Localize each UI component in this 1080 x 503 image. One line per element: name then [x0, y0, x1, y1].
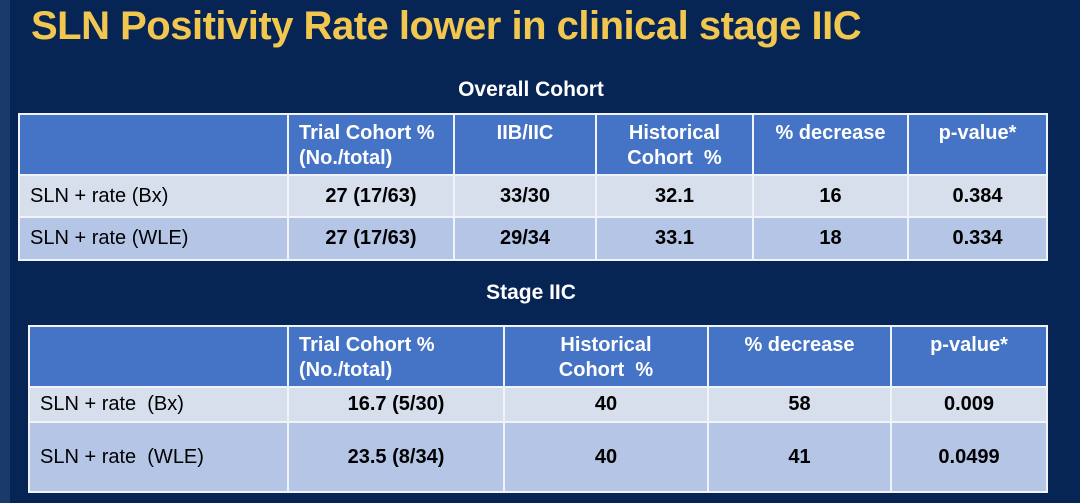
value-cell-percent-decrease: 18	[752, 216, 909, 261]
value-cell-historical: 40	[503, 386, 709, 423]
header-cell-trial-cohort: Trial Cohort % (No./total)	[287, 325, 505, 388]
value-cell-iib-iic: 29/34	[453, 216, 597, 261]
stage-iic-table-header-row: Trial Cohort % (No./total) Historical Co…	[28, 325, 1048, 388]
header-cell-percent-decrease: % decrease	[707, 325, 892, 388]
slide-left-edge	[0, 0, 10, 503]
table-row-sln-bx: SLN + rate (Bx) 27 (17/63) 33/30 32.1 16…	[18, 174, 1048, 218]
stage-iic-caption: Stage IIC	[486, 281, 576, 304]
value-cell-percent-decrease: 16	[752, 174, 909, 218]
row-label-cell: SLN + rate (WLE)	[28, 421, 289, 493]
overall-cohort-table: Trial Cohort % (No./total) IIB/IIC Histo…	[18, 113, 1048, 261]
header-cell-iib-iic: IIB/IIC	[453, 113, 597, 176]
row-label-cell: SLN + rate (WLE)	[18, 216, 289, 261]
value-cell-trial-cohort: 27 (17/63)	[287, 174, 455, 218]
value-cell-trial-cohort: 27 (17/63)	[287, 216, 455, 261]
slide-title: SLN Positivity Rate lower in clinical st…	[31, 4, 862, 48]
overall-table-header-row: Trial Cohort % (No./total) IIB/IIC Histo…	[18, 113, 1048, 176]
value-cell-p-value: 0.384	[907, 174, 1048, 218]
value-cell-historical: 33.1	[595, 216, 754, 261]
overall-cohort-caption: Overall Cohort	[458, 78, 604, 101]
header-cell-percent-decrease: % decrease	[752, 113, 909, 176]
table-row-sln-wle: SLN + rate (WLE) 27 (17/63) 29/34 33.1 1…	[18, 216, 1048, 261]
table-row-sln-bx: SLN + rate (Bx) 16.7 (5/30) 40 58 0.009	[28, 386, 1048, 423]
header-cell-historical-cohort: Historical Cohort %	[595, 113, 754, 176]
value-cell-percent-decrease: 41	[707, 421, 892, 493]
header-cell-historical-cohort: Historical Cohort %	[503, 325, 709, 388]
header-cell-p-value: p-value*	[907, 113, 1048, 176]
stage-iic-table: Trial Cohort % (No./total) Historical Co…	[28, 325, 1048, 493]
value-cell-p-value: 0.009	[890, 386, 1048, 423]
header-cell-empty	[28, 325, 289, 388]
header-cell-p-value: p-value*	[890, 325, 1048, 388]
row-label-cell: SLN + rate (Bx)	[18, 174, 289, 218]
header-cell-trial-cohort: Trial Cohort % (No./total)	[287, 113, 455, 176]
table-row-sln-wle: SLN + rate (WLE) 23.5 (8/34) 40 41 0.049…	[28, 421, 1048, 493]
row-label-cell: SLN + rate (Bx)	[28, 386, 289, 423]
value-cell-p-value: 0.334	[907, 216, 1048, 261]
value-cell-p-value: 0.0499	[890, 421, 1048, 493]
value-cell-trial-cohort: 23.5 (8/34)	[287, 421, 505, 493]
value-cell-historical: 40	[503, 421, 709, 493]
value-cell-iib-iic: 33/30	[453, 174, 597, 218]
value-cell-percent-decrease: 58	[707, 386, 892, 423]
value-cell-historical: 32.1	[595, 174, 754, 218]
value-cell-trial-cohort: 16.7 (5/30)	[287, 386, 505, 423]
header-cell-empty	[18, 113, 289, 176]
